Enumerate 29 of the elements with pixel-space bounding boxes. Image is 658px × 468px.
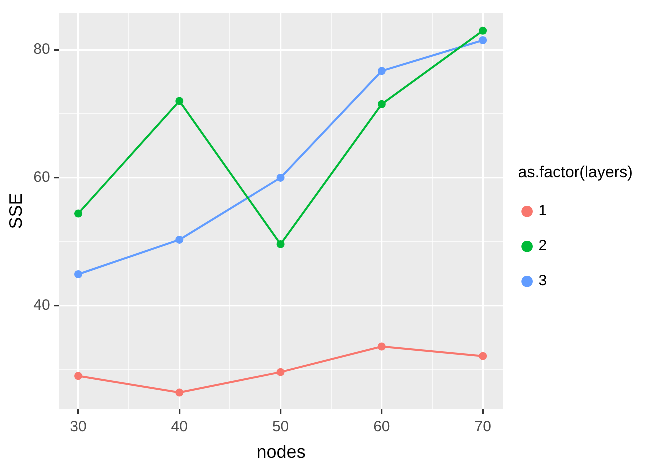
point xyxy=(74,270,82,278)
point xyxy=(378,342,386,351)
legend-label: 3 xyxy=(538,272,548,290)
point xyxy=(74,210,82,218)
x-tick-label: 60 xyxy=(374,418,390,436)
point xyxy=(479,352,488,360)
y-axis-title: SSE xyxy=(6,193,26,230)
point xyxy=(276,174,285,182)
point xyxy=(176,388,184,397)
point xyxy=(176,236,184,244)
point xyxy=(479,36,488,44)
point xyxy=(378,100,386,108)
point xyxy=(378,67,386,76)
x-tick-label: 40 xyxy=(171,418,188,436)
x-tick-label: 30 xyxy=(70,418,87,436)
point xyxy=(176,97,184,106)
legend-label: 1 xyxy=(538,202,548,220)
point xyxy=(276,240,285,248)
y-tick-label: 40 xyxy=(34,296,50,314)
x-axis-title: nodes xyxy=(256,442,306,462)
x-tick-label: 70 xyxy=(474,418,492,436)
point xyxy=(479,26,488,35)
x-tick-label: 50 xyxy=(272,418,290,436)
y-tick-label: 80 xyxy=(34,41,50,58)
legend-title: as.factor(layers) xyxy=(518,164,634,182)
y-tick-label: 60 xyxy=(34,169,50,186)
point xyxy=(276,368,285,376)
legend-label: 2 xyxy=(538,238,548,255)
point xyxy=(74,372,82,380)
